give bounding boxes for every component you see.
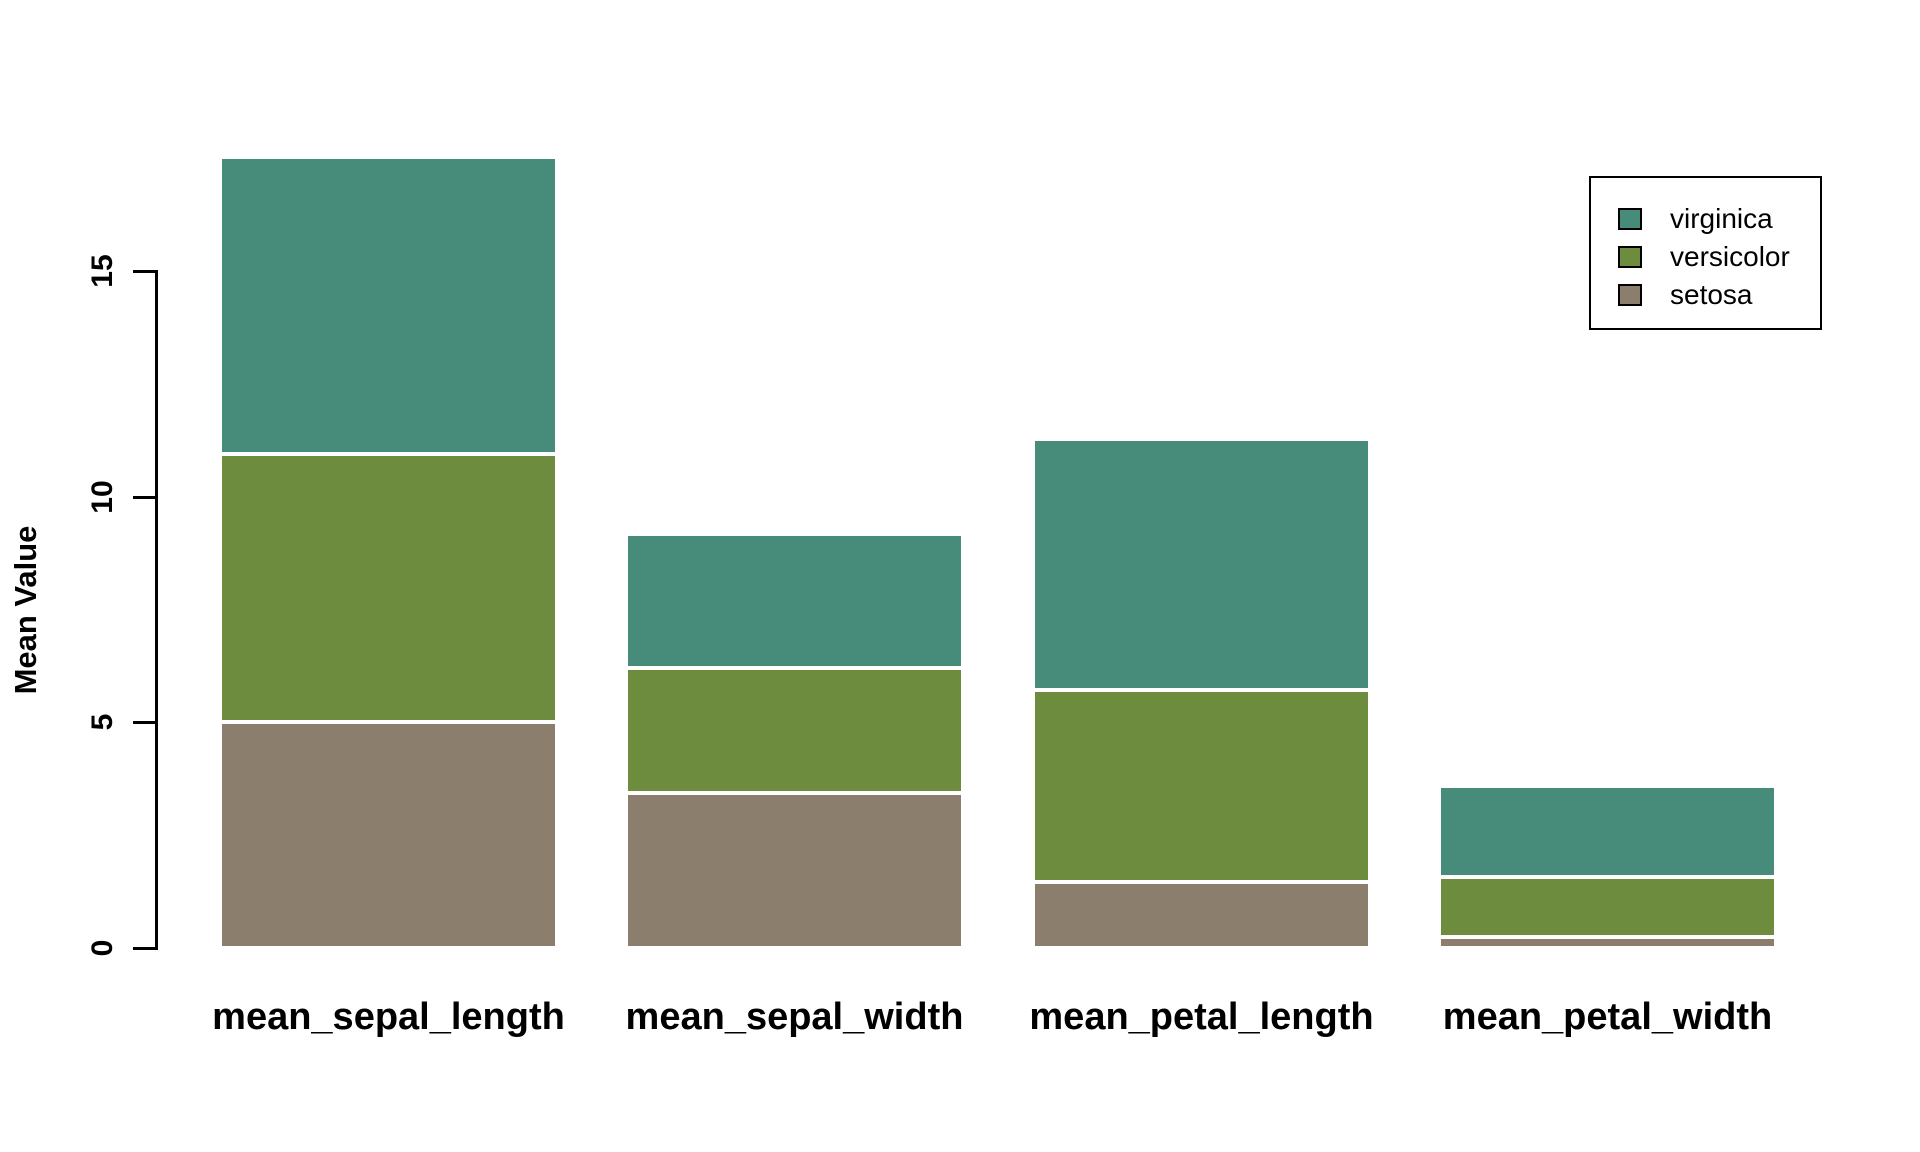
legend-label-versicolor: versicolor — [1670, 241, 1790, 272]
y-axis-tick — [133, 721, 155, 725]
legend-label-virginica: virginica — [1670, 203, 1773, 234]
x-axis-label-mean_petal_length: mean_petal_length — [1029, 996, 1374, 1038]
y-axis-tick-label: 0 — [86, 939, 119, 957]
bar-segment-mean_sepal_length-setosa — [220, 722, 557, 948]
bar-segment-mean_sepal_length-versicolor — [220, 454, 557, 723]
y-axis-tick-label: 15 — [86, 254, 119, 288]
y-axis-tick — [133, 270, 155, 274]
bar-segment-mean_petal_length-setosa — [1033, 882, 1370, 948]
legend-item-virginica: virginica — [1618, 200, 1820, 238]
bar-segment-mean_petal_length-versicolor — [1033, 689, 1370, 883]
legend-item-versicolor: versicolor — [1618, 238, 1820, 276]
bar-segment-mean_petal_length-virginica — [1033, 439, 1370, 690]
x-axis-label-mean_sepal_length: mean_sepal_length — [212, 996, 565, 1038]
legend-item-setosa: setosa — [1618, 276, 1820, 314]
x-axis-label-mean_petal_width: mean_petal_width — [1442, 996, 1773, 1038]
bar-segment-mean_sepal_width-setosa — [626, 793, 963, 948]
bar-segment-mean_petal_width-setosa — [1439, 936, 1776, 948]
legend-label-setosa: setosa — [1670, 279, 1753, 310]
bar-segment-mean_sepal_length-virginica — [220, 156, 557, 455]
legend-swatch-versicolor — [1618, 246, 1642, 268]
legend: virginica versicolor setosa — [1589, 176, 1822, 330]
bar-segment-mean_sepal_width-versicolor — [626, 668, 963, 794]
y-axis-tick-label: 10 — [86, 480, 119, 514]
y-axis-title: Mean Value — [8, 525, 43, 695]
legend-swatch-setosa — [1618, 284, 1642, 306]
y-axis-tick — [133, 947, 155, 950]
bar-segment-mean_petal_width-versicolor — [1439, 877, 1776, 937]
y-axis-line — [155, 270, 158, 950]
bar-segment-mean_petal_width-virginica — [1439, 785, 1776, 878]
y-axis-tick-label: 5 — [86, 714, 119, 731]
bar-segment-mean_sepal_width-virginica — [626, 534, 963, 669]
x-axis-label-mean_sepal_width: mean_sepal_width — [625, 996, 964, 1038]
y-axis-tick — [133, 495, 155, 499]
legend-swatch-virginica — [1618, 208, 1642, 230]
